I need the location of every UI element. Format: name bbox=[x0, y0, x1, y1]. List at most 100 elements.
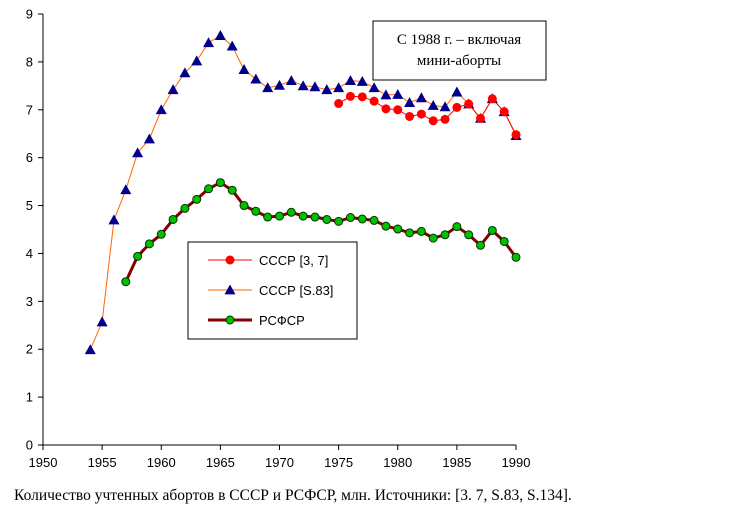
data-point-ussr-s83 bbox=[333, 82, 345, 93]
data-point-rsfsr bbox=[393, 224, 403, 234]
data-point-ussr-3-7 bbox=[464, 99, 474, 109]
data-point-ussr-s83 bbox=[427, 99, 439, 110]
data-point-rsfsr bbox=[499, 236, 509, 246]
x-tick-label: 1985 bbox=[442, 455, 471, 470]
x-tick-label: 1980 bbox=[383, 455, 412, 470]
figure-caption: Количество учтенных абортов в СССР и РСФ… bbox=[14, 487, 572, 504]
data-point-ussr-3-7 bbox=[511, 130, 521, 140]
data-point-rsfsr bbox=[511, 252, 521, 262]
legend-item-ussr-3-7: СССР [3, 7] bbox=[208, 253, 328, 268]
data-point-rsfsr bbox=[452, 222, 462, 232]
data-point-rsfsr bbox=[121, 277, 131, 287]
data-point-ussr-s83 bbox=[380, 89, 392, 100]
data-point-ussr-s83 bbox=[356, 76, 368, 86]
data-point-rsfsr bbox=[416, 226, 426, 236]
data-point-ussr-s83 bbox=[321, 84, 333, 95]
data-point-rsfsr bbox=[310, 212, 320, 222]
legend-swatch-marker bbox=[224, 284, 236, 295]
chart-legend: СССР [3, 7] СССР [S.83] РСФСР bbox=[187, 241, 358, 340]
data-point-rsfsr bbox=[275, 211, 284, 221]
data-point-rsfsr bbox=[357, 214, 367, 224]
data-point-rsfsr bbox=[156, 229, 166, 239]
data-point-ussr-s83 bbox=[84, 344, 96, 355]
legend-item-ussr-s83: СССР [S.83] bbox=[208, 283, 333, 298]
data-point-ussr-3-7 bbox=[452, 102, 462, 112]
data-point-rsfsr bbox=[322, 214, 332, 224]
data-point-ussr-s83 bbox=[368, 82, 380, 93]
y-tick-label: 0 bbox=[26, 438, 33, 453]
data-point-ussr-s83 bbox=[203, 37, 215, 48]
data-point-rsfsr bbox=[476, 240, 486, 250]
y-tick-label: 9 bbox=[26, 7, 33, 22]
data-point-ussr-s83 bbox=[404, 97, 416, 107]
data-point-ussr-s83 bbox=[96, 316, 108, 327]
data-point-ussr-s83 bbox=[285, 75, 297, 85]
data-point-ussr-3-7 bbox=[345, 91, 355, 101]
data-point-rsfsr bbox=[286, 207, 296, 217]
x-tick-label: 1970 bbox=[265, 455, 294, 470]
legend-item-rsfsr: РСФСР bbox=[208, 313, 305, 328]
data-point-ussr-s83 bbox=[214, 30, 226, 40]
x-tick-label: 1955 bbox=[88, 455, 117, 470]
chart-axes: 0 1 2 3 4 5 6 7 8 9 1950 1955 1960 1965 1970 1975 1980 19… bbox=[26, 7, 531, 471]
data-point-rsfsr bbox=[345, 213, 355, 223]
series-line-rsfsr bbox=[124, 181, 518, 283]
data-point-ussr-s83 bbox=[439, 101, 451, 112]
data-point-rsfsr bbox=[180, 203, 190, 213]
data-point-ussr-s83 bbox=[108, 214, 120, 225]
data-point-ussr-s83 bbox=[274, 79, 285, 90]
data-point-rsfsr bbox=[487, 225, 497, 235]
data-point-ussr-s83 bbox=[451, 86, 463, 97]
data-point-rsfsr bbox=[428, 233, 438, 243]
data-point-ussr-3-7 bbox=[428, 116, 438, 126]
data-point-ussr-s83 bbox=[392, 88, 404, 99]
data-point-ussr-s83 bbox=[415, 92, 427, 103]
legend-swatch-marker bbox=[225, 315, 235, 325]
data-point-rsfsr bbox=[405, 228, 415, 238]
legend-label: РСФСР bbox=[259, 313, 305, 328]
data-point-ussr-3-7 bbox=[487, 94, 497, 104]
chart-series bbox=[84, 30, 522, 355]
data-point-rsfsr bbox=[215, 178, 225, 188]
data-point-ussr-3-7 bbox=[334, 99, 344, 109]
data-point-rsfsr bbox=[464, 230, 474, 240]
data-point-rsfsr bbox=[440, 230, 450, 240]
series-ussr-3-7 bbox=[334, 91, 521, 140]
annotation-line: С 1988 г. – включая bbox=[397, 32, 521, 48]
abortion-chart: 0 1 2 3 4 5 6 7 8 9 1950 1955 1960 1965 1970 1975 1980 19… bbox=[26, 7, 547, 471]
data-point-ussr-s83 bbox=[238, 64, 250, 74]
data-point-ussr-3-7 bbox=[405, 111, 415, 121]
data-point-rsfsr bbox=[227, 185, 237, 195]
y-tick-label: 4 bbox=[26, 246, 33, 261]
x-tick-label: 1975 bbox=[324, 455, 353, 470]
data-point-ussr-3-7 bbox=[476, 113, 486, 123]
annotation-box: С 1988 г. – включая мини-аборты bbox=[372, 20, 547, 81]
data-point-rsfsr bbox=[168, 214, 178, 224]
data-point-rsfsr bbox=[133, 251, 143, 261]
data-point-rsfsr bbox=[298, 211, 308, 221]
y-tick-label: 8 bbox=[26, 54, 33, 69]
data-point-rsfsr bbox=[381, 221, 391, 231]
data-point-rsfsr bbox=[204, 184, 214, 194]
data-point-ussr-3-7 bbox=[381, 104, 391, 114]
x-tick-label: 1950 bbox=[29, 455, 58, 470]
data-point-rsfsr bbox=[334, 216, 344, 226]
x-tick-label: 1960 bbox=[147, 455, 176, 470]
data-point-ussr-3-7 bbox=[440, 114, 450, 124]
data-point-rsfsr bbox=[144, 239, 154, 249]
data-point-rsfsr bbox=[369, 215, 379, 225]
data-point-ussr-s83 bbox=[155, 104, 167, 115]
data-point-ussr-s83 bbox=[179, 67, 191, 78]
data-point-rsfsr bbox=[192, 194, 202, 204]
y-tick-label: 5 bbox=[26, 198, 33, 213]
legend-label: СССР [3, 7] bbox=[259, 253, 328, 268]
data-point-ussr-3-7 bbox=[357, 92, 367, 102]
data-point-ussr-s83 bbox=[344, 75, 356, 85]
data-point-ussr-s83 bbox=[167, 84, 179, 95]
data-point-ussr-s83 bbox=[250, 73, 262, 84]
data-point-ussr-s83 bbox=[143, 133, 155, 144]
data-point-ussr-3-7 bbox=[499, 107, 509, 117]
data-point-ussr-3-7 bbox=[393, 105, 403, 115]
y-tick-label: 6 bbox=[26, 150, 33, 165]
data-point-ussr-s83 bbox=[262, 82, 274, 93]
